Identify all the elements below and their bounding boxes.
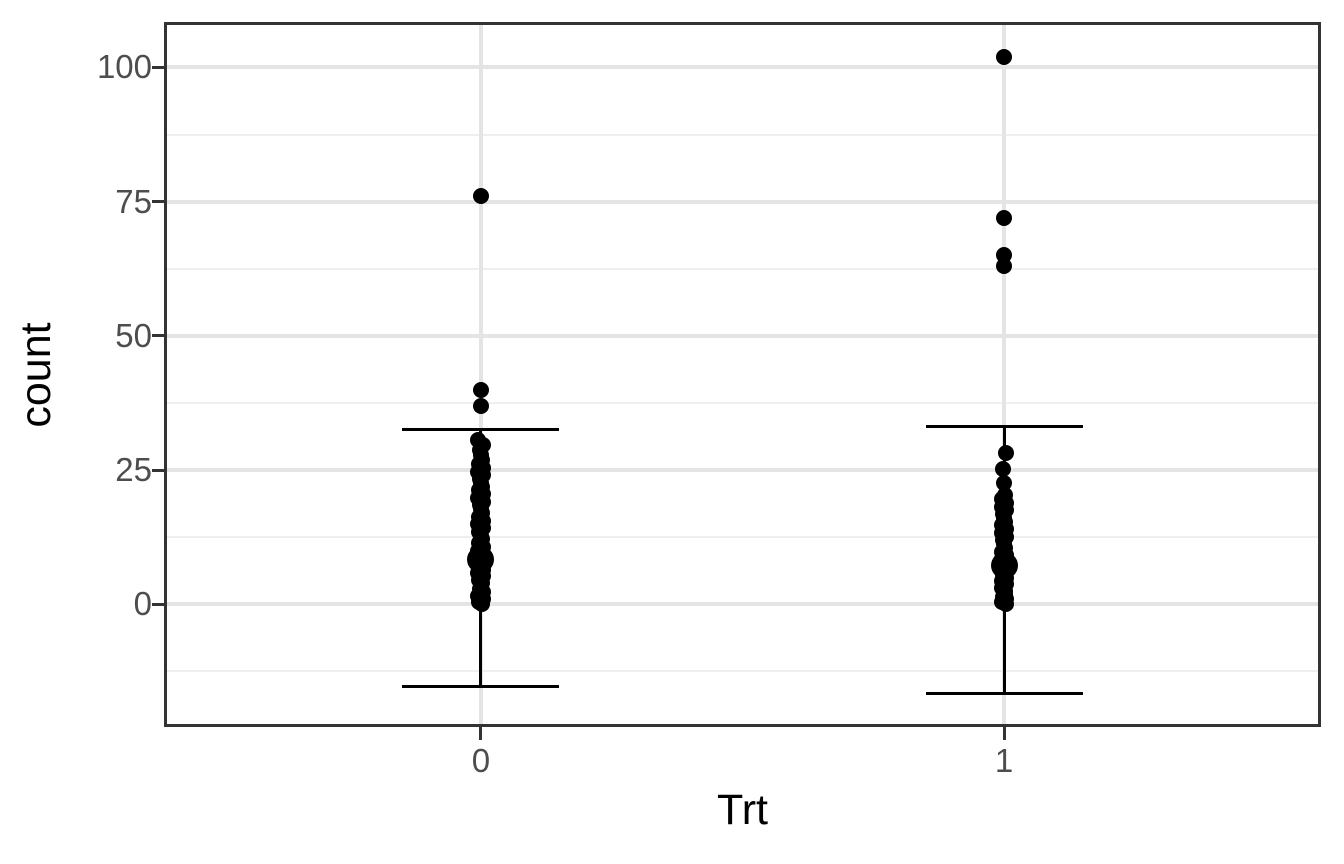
x-tick-mark bbox=[1002, 727, 1006, 740]
y-tick-mark bbox=[152, 602, 166, 606]
grid-minor-line bbox=[167, 133, 1318, 136]
errorbar-cap bbox=[925, 425, 1083, 429]
grid-major-line bbox=[167, 333, 1318, 338]
grid-minor-line bbox=[167, 401, 1318, 404]
plot-panel bbox=[164, 22, 1321, 727]
x-tick-label: 0 bbox=[471, 742, 491, 779]
y-tick-label: 100 bbox=[96, 48, 152, 86]
grid-major-line bbox=[167, 468, 1318, 473]
data-point bbox=[994, 460, 1011, 477]
mean-point bbox=[990, 551, 1018, 579]
mean-point bbox=[467, 546, 495, 574]
grid-major-line bbox=[1002, 25, 1007, 724]
data-point bbox=[996, 258, 1013, 275]
y-tick-mark bbox=[152, 65, 166, 69]
data-point bbox=[998, 444, 1015, 461]
errorbar-cap bbox=[402, 685, 560, 689]
y-tick-mark bbox=[152, 468, 166, 472]
data-point bbox=[996, 209, 1013, 226]
grid-major-line bbox=[167, 65, 1318, 70]
y-tick-label: 50 bbox=[115, 316, 152, 354]
x-axis-title: Trt bbox=[717, 786, 768, 834]
data-point bbox=[473, 595, 490, 612]
errorbar-cap bbox=[402, 427, 560, 431]
grid-minor-line bbox=[167, 267, 1318, 270]
grid-major-line bbox=[478, 25, 483, 724]
errorbar-cap bbox=[925, 692, 1083, 696]
grid-major-line bbox=[167, 199, 1318, 204]
data-point bbox=[472, 381, 489, 398]
y-tick-label: 0 bbox=[133, 585, 152, 623]
grid-minor-line bbox=[167, 670, 1318, 673]
data-point bbox=[996, 48, 1013, 65]
grid-major-line bbox=[167, 602, 1318, 607]
y-axis-title: count bbox=[12, 322, 60, 428]
y-tick-label: 25 bbox=[115, 451, 152, 489]
x-tick-mark bbox=[479, 727, 483, 740]
y-tick-mark bbox=[152, 334, 166, 338]
data-point bbox=[998, 596, 1015, 613]
grid-minor-line bbox=[167, 536, 1318, 539]
y-tick-label: 75 bbox=[115, 182, 152, 220]
x-tick-label: 1 bbox=[994, 742, 1014, 779]
y-tick-mark bbox=[152, 200, 166, 204]
data-point bbox=[472, 397, 489, 414]
data-point bbox=[472, 188, 489, 205]
